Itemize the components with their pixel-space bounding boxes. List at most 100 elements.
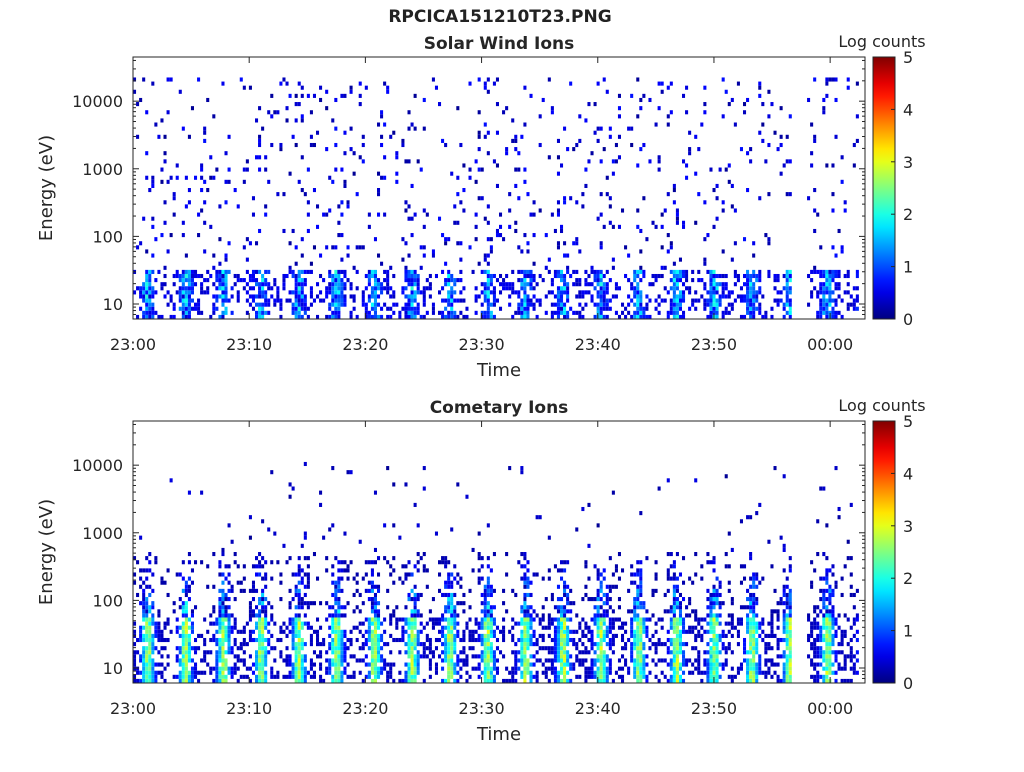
spectrogram-cell — [755, 278, 758, 282]
spectrogram-cell — [282, 675, 285, 679]
spectrogram-cell — [661, 671, 664, 675]
spectrogram-cell — [819, 634, 822, 638]
spectrogram-cell — [648, 98, 651, 102]
spectrogram-cell — [828, 278, 831, 282]
spectrogram-cell — [154, 634, 157, 638]
spectrogram-cell — [551, 667, 554, 671]
spectrogram-cell — [444, 262, 447, 266]
spectrogram-cell — [292, 638, 295, 642]
spectrogram-cell — [228, 564, 231, 568]
spectrogram-cell — [316, 630, 319, 634]
spectrogram-cell — [392, 581, 395, 585]
spectrogram-cell — [676, 294, 679, 298]
spectrogram-cell — [411, 646, 414, 650]
spectrogram-cell — [286, 663, 289, 667]
spectrogram-cell — [444, 143, 447, 147]
spectrogram-cell — [551, 106, 554, 110]
spectrogram-cell — [179, 650, 182, 654]
spectrogram-cell — [783, 609, 786, 613]
spectrogram-cell — [709, 274, 712, 278]
spectrogram-cell — [731, 626, 734, 630]
spectrogram-cell — [255, 675, 258, 679]
spectrogram-cell — [462, 634, 465, 638]
spectrogram-cell — [642, 654, 645, 658]
spectrogram-cell — [514, 311, 517, 315]
spectrogram-cell — [154, 622, 157, 626]
spectrogram-cell — [404, 278, 407, 282]
spectrogram-cell — [557, 315, 560, 319]
spectrogram-cell — [789, 650, 792, 654]
spectrogram-cell — [493, 299, 496, 303]
spectrogram-cell — [493, 605, 496, 609]
spectrogram-cell — [673, 630, 676, 634]
spectrogram-cell — [828, 294, 831, 298]
spectrogram-cell — [258, 634, 261, 638]
spectrogram-cell — [255, 155, 258, 159]
spectrogram-cell — [841, 315, 844, 319]
spectrogram-cell — [676, 597, 679, 601]
spectrogram-cell — [816, 270, 819, 274]
spectrogram-cell — [520, 282, 523, 286]
spectrogram-cell — [347, 601, 350, 605]
spectrogram-cell — [307, 229, 310, 233]
spectrogram-cell — [688, 290, 691, 294]
spectrogram-cell — [441, 299, 444, 303]
spectrogram-cell — [292, 618, 295, 622]
spectrogram-cell — [188, 290, 191, 294]
spectrogram-cell — [557, 585, 560, 589]
spectrogram-cell — [182, 642, 185, 646]
spectrogram-cell — [417, 634, 420, 638]
spectrogram-cell — [523, 303, 526, 307]
spectrogram-cell — [746, 286, 749, 290]
spectrogram-cell — [825, 315, 828, 319]
spectrogram-cell — [261, 556, 264, 560]
spectrogram-cell — [563, 127, 566, 131]
spectrogram-cell — [340, 270, 343, 274]
spectrogram-cell — [749, 593, 752, 597]
spectrogram-cell — [368, 634, 371, 638]
spectrogram-cell — [255, 278, 258, 282]
spectrogram-cell — [783, 163, 786, 167]
spectrogram-cell — [706, 303, 709, 307]
spectrogram-cell — [557, 654, 560, 658]
spectrogram-cell — [673, 675, 676, 679]
spectrogram-cell — [566, 282, 569, 286]
spectrogram-cell — [743, 294, 746, 298]
spectrogram-cell — [709, 282, 712, 286]
spectrogram-cell — [411, 671, 414, 675]
spectrogram-cell — [414, 618, 417, 622]
spectrogram-cell — [429, 609, 432, 613]
spectrogram-cell — [301, 290, 304, 294]
spectrogram-cell — [286, 654, 289, 658]
spectrogram-cell — [404, 663, 407, 667]
spectrogram-cell — [206, 98, 209, 102]
spectrogram-cell — [298, 658, 301, 662]
spectrogram-cell — [334, 290, 337, 294]
spectrogram-cell — [581, 315, 584, 319]
spectrogram-cell — [761, 294, 764, 298]
spectrogram-cell — [395, 155, 398, 159]
spectrogram-cell — [633, 618, 636, 622]
spectrogram-cell — [688, 630, 691, 634]
spectrogram-cell — [432, 307, 435, 311]
spectrogram-cell — [749, 282, 752, 286]
spectrogram-cell — [377, 613, 380, 617]
spectrogram-cell — [225, 658, 228, 662]
spectrogram-cell — [270, 94, 273, 98]
spectrogram-cell — [307, 585, 310, 589]
spectrogram-cell — [249, 294, 252, 298]
spectrogram-cell — [819, 299, 822, 303]
spectrogram-cell — [539, 634, 542, 638]
spectrogram-cell — [728, 290, 731, 294]
spectrogram-cell — [432, 654, 435, 658]
spectrogram-cell — [749, 307, 752, 311]
spectrogram-cell — [395, 303, 398, 307]
spectrogram-cell — [414, 213, 417, 217]
spectrogram-cell — [340, 286, 343, 290]
spectrogram-cell — [835, 254, 838, 258]
spectrogram-cell — [682, 225, 685, 229]
spectrogram-cell — [673, 622, 676, 626]
spectrogram-cell — [145, 315, 148, 319]
spectrogram-cell — [835, 311, 838, 315]
spectrogram-cell — [170, 176, 173, 180]
